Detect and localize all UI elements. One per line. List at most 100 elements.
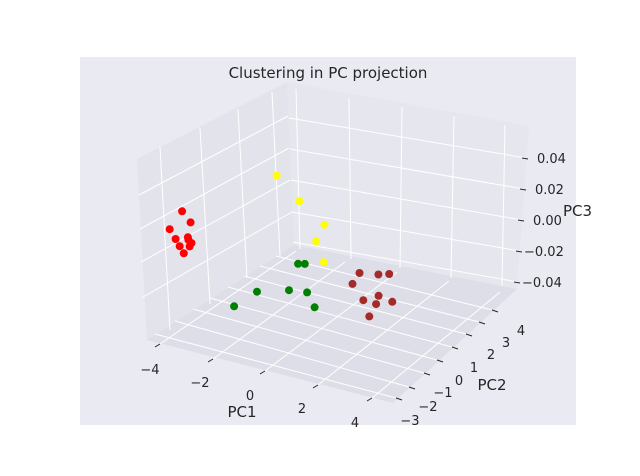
pc2-tick-label: 1 xyxy=(470,361,478,376)
grid-line xyxy=(142,211,293,298)
pc2-tick-mark xyxy=(491,309,499,313)
grid-line xyxy=(139,147,290,230)
pc1-tick-label: 2 xyxy=(298,402,306,417)
data-point xyxy=(165,225,174,234)
data-point xyxy=(178,207,187,216)
grid-line xyxy=(288,117,527,159)
pc1-tick-label: 0 xyxy=(246,389,254,404)
grid-line xyxy=(227,286,453,348)
data-point xyxy=(355,269,364,277)
data-point xyxy=(187,239,196,248)
pc2-tick-label: 2 xyxy=(487,348,495,363)
pc2-tick-label: −2 xyxy=(418,400,437,415)
pc2-tick-mark xyxy=(408,386,416,390)
data-point xyxy=(388,297,397,306)
data-point xyxy=(312,237,321,246)
floor-pane xyxy=(147,245,517,403)
pc2-tick-mark xyxy=(478,321,486,325)
grid-line xyxy=(275,255,493,311)
grid-line xyxy=(243,275,467,335)
grid-line xyxy=(209,297,438,361)
grid-line xyxy=(450,115,455,279)
data-point xyxy=(285,286,293,295)
pc1-axis-label: PC1 xyxy=(227,403,256,421)
grid-line xyxy=(199,127,211,305)
data-point xyxy=(385,270,394,278)
left-pane xyxy=(137,82,294,340)
data-point xyxy=(295,197,304,206)
grid-line xyxy=(399,106,403,269)
pc3-tick-mark xyxy=(521,157,529,160)
pc3-tick-label: 0.02 xyxy=(535,183,564,198)
grid-line xyxy=(174,320,410,388)
pc2-axis-label: PC2 xyxy=(477,376,506,394)
data-point xyxy=(303,288,312,297)
pc3-tick-label: −0.04 xyxy=(522,276,562,291)
pc2-tick-label: 4 xyxy=(517,324,525,339)
grid-line xyxy=(154,333,397,399)
data-point xyxy=(300,259,309,268)
pc2-tick-mark xyxy=(451,346,459,350)
grid-line xyxy=(237,108,248,279)
pc2-tick-label: 3 xyxy=(502,336,510,351)
grid-line xyxy=(138,115,289,196)
pc3-tick-mark xyxy=(515,250,523,253)
data-point xyxy=(310,303,319,312)
scatter-points xyxy=(165,171,397,321)
pc1-tick-mark xyxy=(154,343,161,348)
pc1-tick-label: 4 xyxy=(351,416,359,431)
grid-line xyxy=(192,308,425,374)
pc2-tick-label: −3 xyxy=(400,414,419,429)
data-point xyxy=(294,259,303,268)
data-point xyxy=(230,302,239,311)
data-point xyxy=(171,235,180,243)
data-point xyxy=(374,270,383,279)
pc3-tick-label: 0.00 xyxy=(533,214,562,229)
grid-line xyxy=(212,261,346,360)
pc2-tick-mark xyxy=(465,333,473,337)
data-point xyxy=(186,218,195,227)
pc3-tick-label: 0.04 xyxy=(537,152,566,167)
chart-title: Clustering in PC projection xyxy=(229,64,428,82)
grid-line xyxy=(295,88,301,250)
pc3-tick-mark xyxy=(519,188,527,191)
pc2-tick-mark xyxy=(395,397,403,401)
pc3-axis-label: PC3 xyxy=(563,202,592,220)
tick-marks xyxy=(154,157,529,402)
pc3-tick-mark xyxy=(513,281,521,284)
pc2-tick-label: −1 xyxy=(433,386,452,401)
grid-line xyxy=(290,179,523,221)
pc3-tick-mark xyxy=(517,219,525,222)
grid-line xyxy=(348,97,352,260)
data-point xyxy=(359,296,368,305)
pc1-tick-mark xyxy=(259,370,266,375)
data-point xyxy=(272,171,281,180)
data-point xyxy=(372,300,381,309)
grid-line xyxy=(291,211,521,252)
data-point xyxy=(175,242,184,251)
pc1-tick-mark xyxy=(207,358,214,363)
data-point xyxy=(374,291,383,300)
grid-line xyxy=(159,146,171,331)
grid-line xyxy=(264,271,398,372)
pc2-tick-mark xyxy=(436,359,444,363)
pc2-tick-mark xyxy=(423,372,431,376)
back-pane xyxy=(287,82,529,289)
grid-line xyxy=(289,148,525,190)
data-point xyxy=(253,287,261,296)
pc3-tick-label: −0.02 xyxy=(524,245,564,260)
grid-line xyxy=(501,124,506,287)
grid-line xyxy=(259,265,480,323)
grid-line xyxy=(292,241,519,283)
data-point xyxy=(320,220,329,229)
data-point xyxy=(179,249,188,258)
pc1-tick-mark xyxy=(366,397,373,402)
grid-line xyxy=(140,179,291,263)
pc2-tick-label: 0 xyxy=(455,374,463,389)
grid-lines xyxy=(138,88,527,399)
data-point xyxy=(319,258,328,267)
pc1-tick-label: −4 xyxy=(140,363,159,378)
pane-group xyxy=(137,82,529,403)
pc1-tick-label: −2 xyxy=(190,376,209,391)
